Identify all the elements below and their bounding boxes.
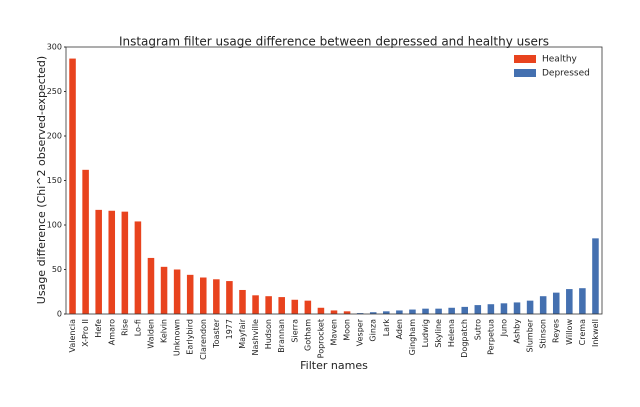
bar (69, 58, 76, 314)
bar (343, 311, 351, 314)
bar (552, 292, 560, 314)
x-tick-label: Maven (330, 319, 339, 346)
x-tick-label: Nashville (251, 319, 260, 356)
legend-label: Healthy (542, 55, 578, 65)
bar (213, 279, 220, 314)
plot-frame (65, 46, 603, 315)
bar (95, 209, 102, 314)
bar (304, 300, 312, 314)
chart-title: Instagram filter usage difference betwee… (119, 35, 549, 49)
x-tick-label: Ashby (513, 319, 522, 344)
x-tick-label: Sierra (290, 319, 299, 343)
bar (592, 238, 599, 314)
x-tick-label: Lo-fi (133, 319, 142, 336)
x-tick-label: Ludwig (421, 319, 430, 347)
x-tick-label: Perpetua (486, 319, 495, 355)
x-tick-label: Skyline (434, 319, 443, 348)
bar (487, 304, 495, 314)
y-axis-label: Usage difference (Chi^2 observed-expecte… (35, 56, 48, 304)
x-axis-label: Filter names (300, 359, 368, 372)
bar (82, 169, 89, 314)
bar (579, 288, 586, 314)
x-tick-label: Hefe (94, 319, 103, 338)
x-tick-label: Mayfair (238, 318, 247, 348)
y-tick-label: 0 (57, 310, 62, 319)
x-tick-label: Unknown (173, 319, 182, 356)
y-tick-label: 300 (47, 43, 62, 52)
x-tick-label: Valencia (68, 319, 77, 353)
bar (147, 257, 155, 314)
legend-label: Depressed (542, 69, 590, 79)
y-tick-label: 100 (47, 221, 62, 230)
bar (278, 297, 285, 314)
y-tick-label: 150 (47, 176, 62, 185)
bar (566, 289, 573, 314)
x-tick-label: Willow (565, 319, 574, 345)
bar (121, 211, 129, 314)
y-tick-label: 200 (47, 132, 62, 141)
x-tick-label: Lark (382, 319, 391, 337)
x-tick-label: Kelvin (160, 319, 169, 343)
x-tick-label: Dogpatch (460, 319, 469, 358)
x-tick-label: Aden (395, 319, 404, 339)
bar (317, 307, 325, 314)
x-tick-label: Hudson (264, 319, 273, 349)
x-tick-label: Earlybird (186, 319, 195, 355)
x-tick-label: Poprocket (316, 319, 325, 358)
bar (252, 295, 259, 314)
x-tick-label: Gotham (303, 319, 312, 351)
bar (200, 277, 207, 314)
legend-swatch (514, 55, 536, 63)
x-tick-label: Ginza (369, 319, 378, 342)
x-tick-label: Reyes (552, 319, 561, 343)
bar (396, 310, 403, 314)
bar (186, 274, 194, 314)
bar (422, 308, 429, 314)
bar (108, 210, 116, 314)
bar (409, 309, 416, 314)
bar (474, 305, 482, 314)
bar (173, 269, 181, 314)
x-tick-label: Vesper (356, 318, 365, 346)
x-tick-label: Clarendon (199, 319, 208, 360)
x-tick-label: Inkwell (591, 319, 600, 347)
x-tick-label: Moon (343, 319, 352, 341)
x-tick-label: Helena (447, 319, 456, 347)
bar (160, 266, 168, 314)
x-tick-label: Gingham (408, 319, 417, 356)
x-tick-label: Amaro (107, 319, 116, 345)
bar (526, 300, 534, 314)
bar (539, 296, 547, 314)
bar (330, 310, 338, 314)
y-tick-label: 50 (52, 265, 62, 274)
bar (500, 303, 508, 314)
bar (134, 221, 142, 314)
bar (356, 313, 364, 314)
legend-swatch (514, 69, 536, 77)
x-tick-label: Crema (578, 319, 587, 345)
y-tick-label: 250 (47, 87, 62, 96)
x-tick-label: Sutro (473, 319, 482, 340)
bar (265, 296, 272, 314)
x-tick-label: Brannan (277, 319, 286, 353)
bar (513, 302, 521, 314)
x-tick-label: Stinson (539, 319, 548, 349)
bar (226, 281, 233, 314)
bar (435, 308, 442, 314)
bar (239, 289, 246, 314)
bar (369, 312, 377, 314)
bar (383, 311, 390, 314)
x-tick-label: Walden (146, 319, 155, 349)
x-tick-label: Juno (499, 319, 508, 338)
bar (461, 306, 468, 314)
x-tick-label: Toaster (212, 318, 221, 349)
x-tick-label: 1977 (225, 319, 234, 339)
x-tick-label: Slumber (526, 318, 535, 352)
x-tick-label: X-Pro II (81, 319, 90, 347)
bar (291, 299, 299, 314)
x-tick-label: Rise (120, 319, 129, 336)
bar (448, 307, 455, 314)
